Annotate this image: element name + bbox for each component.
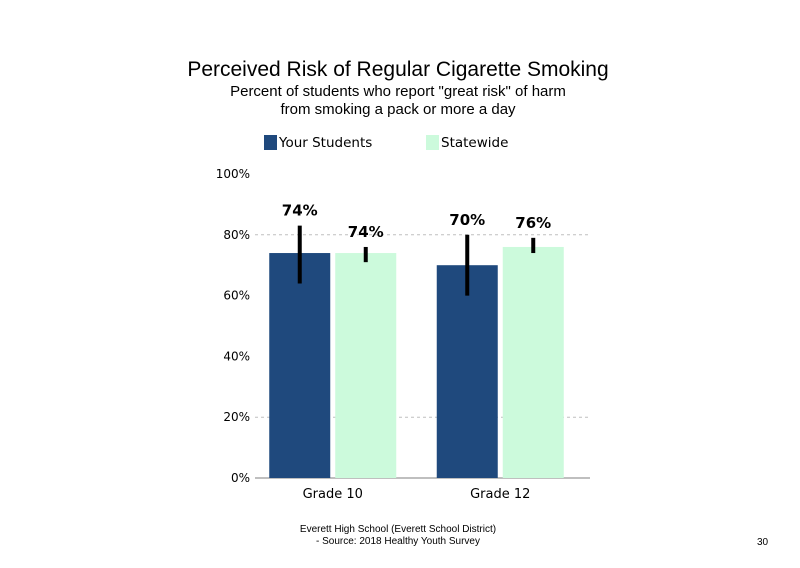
y-tick-label-0: 0%: [231, 471, 250, 485]
legend-label-your-students: Your Students: [279, 135, 373, 151]
y-tick-label-20: 20%: [223, 410, 250, 424]
data-label-1-1: 76%: [515, 214, 551, 232]
footer-source: Everett High School (Everett School Dist…: [0, 524, 796, 548]
x-category-label-0: Grade 10: [303, 487, 363, 502]
y-tick-label-100: 100%: [216, 167, 250, 181]
data-label-1-0: 74%: [348, 223, 384, 241]
bar-1-1: [502, 246, 564, 478]
x-category-label-1: Grade 12: [470, 487, 530, 502]
chart-subtitle: Percent of students who report "great ri…: [0, 83, 796, 119]
y-tick-label-80: 80%: [223, 228, 250, 242]
data-label-0-0: 74%: [282, 202, 318, 220]
y-tick-label-60: 60%: [223, 289, 250, 303]
data-label-0-1: 70%: [449, 211, 485, 229]
bar-1-0: [335, 253, 397, 478]
legend-swatch-your-students: [264, 135, 277, 150]
page-number: 30: [757, 537, 769, 548]
chart-title: Perceived Risk of Regular Cigarette Smok…: [187, 58, 609, 81]
y-tick-label-40: 40%: [223, 349, 250, 363]
subtitle-line-2: from smoking a pack or more a day: [280, 101, 516, 118]
footer-survey: - Source: 2018 Healthy Youth Survey: [316, 536, 480, 547]
legend-swatch-statewide: [426, 135, 439, 150]
subtitle-line-1: Percent of students who report "great ri…: [230, 83, 566, 100]
bar-0-1: [436, 265, 498, 478]
legend-label-statewide: Statewide: [441, 135, 509, 151]
bar-0-0: [269, 253, 331, 478]
footer-school: Everett High School (Everett School Dist…: [299, 524, 497, 535]
